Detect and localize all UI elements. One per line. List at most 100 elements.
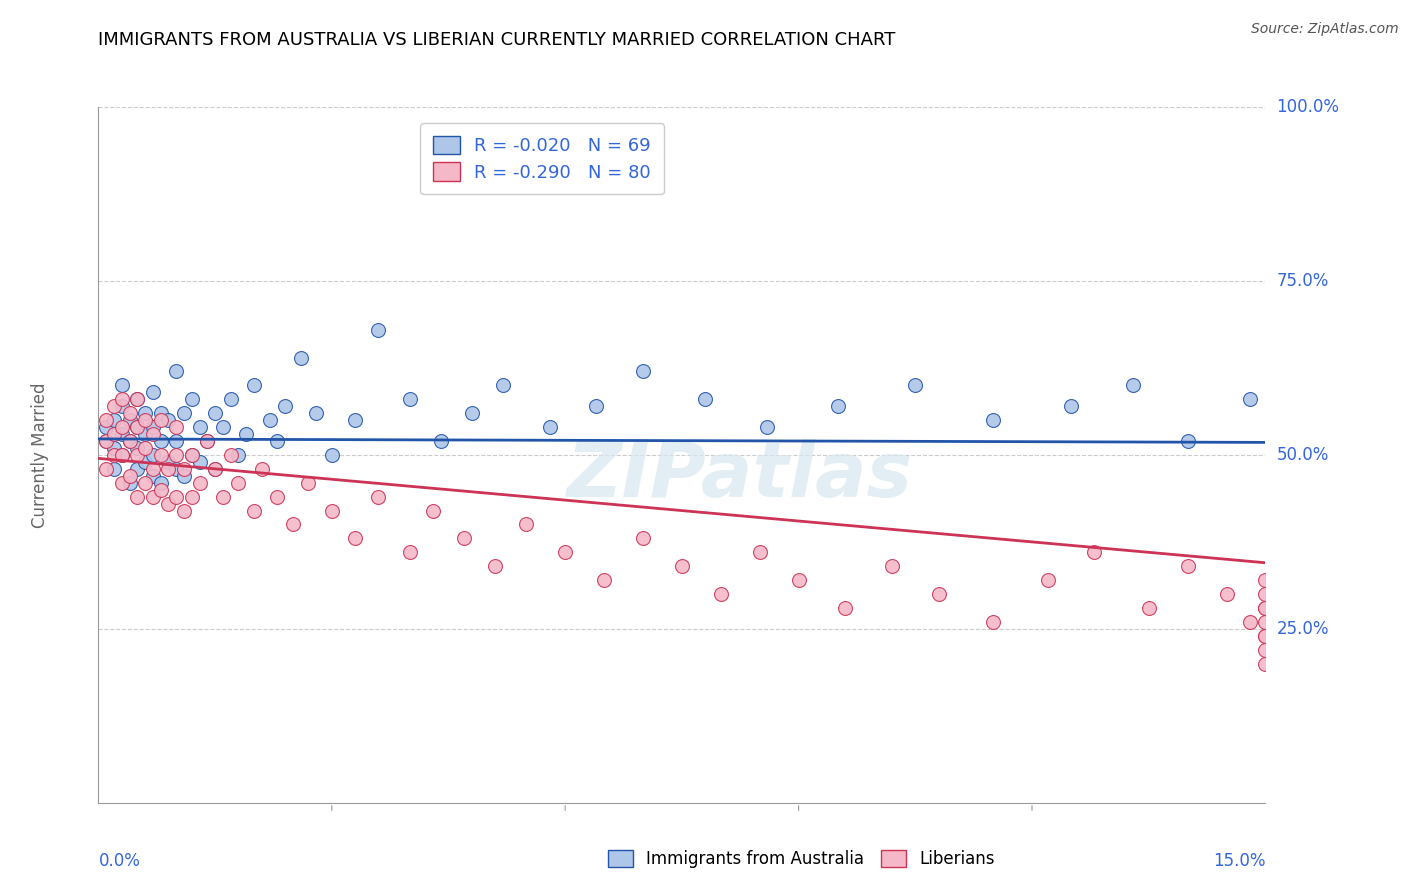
Point <box>180 490 202 504</box>
Point <box>266 434 288 448</box>
Point <box>1254 629 1277 643</box>
Point <box>142 462 165 476</box>
Point <box>281 517 304 532</box>
Text: IMMIGRANTS FROM AUSTRALIA VS LIBERIAN CURRENTLY MARRIED CORRELATION CHART: IMMIGRANTS FROM AUSTRALIA VS LIBERIAN CU… <box>98 31 896 49</box>
Point <box>173 468 195 483</box>
Point <box>134 427 156 442</box>
Point <box>321 503 343 517</box>
Point <box>671 559 693 574</box>
Point <box>111 475 134 490</box>
Point <box>96 462 118 476</box>
Point <box>422 503 444 517</box>
Legend: R = -0.020   N = 69, R = -0.290   N = 80: R = -0.020 N = 69, R = -0.290 N = 80 <box>420 123 664 194</box>
Point <box>204 462 226 476</box>
Point <box>274 399 297 413</box>
Point <box>1254 657 1277 671</box>
Point <box>219 448 242 462</box>
Point <box>103 462 125 476</box>
Point <box>710 587 733 601</box>
Point <box>173 503 195 517</box>
Point <box>290 351 312 365</box>
Point <box>149 413 172 427</box>
Point <box>173 406 195 420</box>
Point <box>1254 629 1277 643</box>
Point <box>787 573 810 587</box>
Point <box>204 406 226 420</box>
Point <box>134 455 156 469</box>
Text: 75.0%: 75.0% <box>1277 272 1329 290</box>
Point <box>127 420 149 434</box>
Point <box>111 399 134 413</box>
Point <box>142 490 165 504</box>
Point <box>149 475 172 490</box>
Text: 100.0%: 100.0% <box>1277 98 1340 116</box>
Point <box>157 455 180 469</box>
Point <box>212 420 235 434</box>
Point <box>127 490 149 504</box>
Point <box>149 434 172 448</box>
Point <box>118 434 141 448</box>
Point <box>1254 573 1277 587</box>
Point <box>266 490 288 504</box>
Point <box>827 399 849 413</box>
Point <box>157 462 180 476</box>
Point <box>96 434 118 448</box>
Text: 0.0%: 0.0% <box>98 852 141 870</box>
Point <box>96 434 118 448</box>
Point <box>1177 434 1199 448</box>
Point <box>748 545 770 559</box>
Point <box>142 427 165 442</box>
Point <box>157 497 180 511</box>
Point <box>165 462 187 476</box>
Point <box>195 434 218 448</box>
Point <box>1254 642 1277 657</box>
Point <box>103 413 125 427</box>
Point <box>127 462 149 476</box>
Point <box>1254 601 1277 615</box>
Point <box>1036 573 1059 587</box>
Point <box>259 413 281 427</box>
Point <box>96 420 118 434</box>
Point <box>149 406 172 420</box>
Point <box>212 490 235 504</box>
Point <box>165 364 187 378</box>
Point <box>453 532 475 546</box>
Point <box>1137 601 1160 615</box>
Point <box>429 434 451 448</box>
Point <box>1254 587 1277 601</box>
Point <box>928 587 950 601</box>
Point <box>1215 587 1237 601</box>
Point <box>103 399 125 413</box>
Point <box>538 420 561 434</box>
Point <box>880 559 903 574</box>
Point <box>118 413 141 427</box>
Text: 50.0%: 50.0% <box>1277 446 1329 464</box>
Point <box>142 468 165 483</box>
Point <box>461 406 484 420</box>
Point <box>297 475 319 490</box>
Point <box>243 378 266 392</box>
Point <box>118 434 141 448</box>
Point <box>165 448 187 462</box>
Point <box>492 378 515 392</box>
Text: 25.0%: 25.0% <box>1277 620 1329 638</box>
Point <box>398 545 420 559</box>
Point <box>173 462 195 476</box>
Point <box>142 385 165 400</box>
Point <box>344 413 367 427</box>
Point <box>127 420 149 434</box>
Point <box>1239 615 1261 629</box>
Point <box>321 448 343 462</box>
Point <box>834 601 856 615</box>
Point <box>149 483 172 497</box>
Point <box>149 448 172 462</box>
Point <box>188 475 211 490</box>
Point <box>111 427 134 442</box>
Text: 15.0%: 15.0% <box>1213 852 1265 870</box>
Point <box>1122 378 1144 392</box>
Point <box>695 392 717 407</box>
Point <box>165 490 187 504</box>
Point <box>103 441 125 455</box>
Point <box>127 392 149 407</box>
Point <box>180 448 202 462</box>
